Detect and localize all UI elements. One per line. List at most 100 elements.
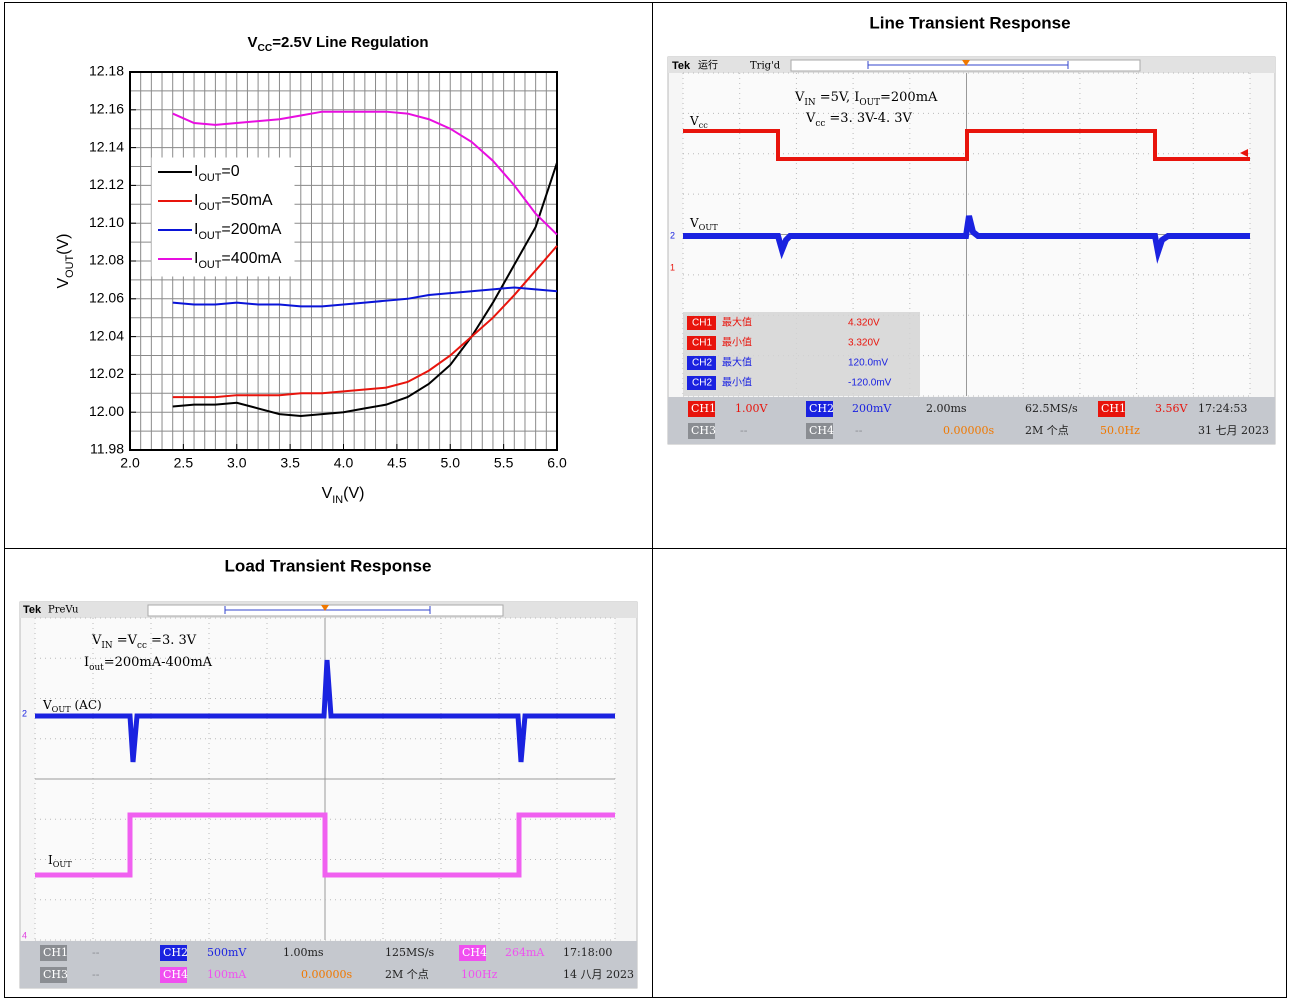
meas-name: 最小值 — [722, 336, 752, 349]
status-item: CH1 — [691, 402, 716, 415]
scope-note-part: IN — [804, 98, 815, 108]
status-item: -- — [92, 946, 100, 959]
scope-note-part: =V — [113, 633, 138, 648]
scope-note-part: cc — [137, 641, 147, 651]
status-item: CH2 — [809, 402, 834, 415]
channel-marker: 4 — [22, 930, 27, 940]
trace-label-part: V — [689, 114, 699, 128]
y-tick-label: 12.18 — [89, 63, 124, 79]
x-tick-label: 5.0 — [441, 455, 461, 471]
y-tick-label: 12.16 — [89, 101, 124, 117]
status-item: CH3 — [691, 424, 716, 437]
scope-note-part: =3. 3V — [147, 633, 197, 648]
channel-marker: 2 — [670, 230, 675, 240]
scope-brand: Tek — [23, 604, 42, 616]
y-tick-label: 12.10 — [89, 214, 124, 230]
panel-title: Line Transient Response — [869, 13, 1070, 32]
meas-channel: CH1 — [692, 338, 712, 349]
trace-label-part: V — [689, 216, 699, 230]
status-item: CH4 — [462, 946, 487, 959]
scope-note-part: =200mA — [880, 90, 938, 105]
status-item: CH2 — [163, 946, 188, 959]
x-tick-label: 3.5 — [280, 455, 300, 471]
trace-label-part: OUT — [52, 704, 72, 714]
x-axis-label-part: V — [322, 485, 333, 502]
x-axis-label-part: IN — [332, 494, 343, 506]
status-item: CH1 — [1101, 402, 1126, 415]
scope-note-part: V — [794, 90, 805, 105]
legend-label-part: OUT — [198, 259, 221, 271]
x-axis-label-part: (V) — [343, 485, 364, 502]
scope-mode: PreVu — [48, 605, 79, 616]
status-item: 264mA — [505, 946, 545, 959]
meas-value: 3.320V — [848, 338, 880, 349]
status-item: 0.00000s — [943, 424, 994, 437]
status-item: 0.00000s — [301, 968, 352, 981]
status-item: 1.00ms — [283, 946, 324, 959]
legend-label-part: =0 — [221, 163, 239, 180]
scope-note-part: =200mA-400mA — [104, 655, 213, 670]
status-item: 2.00ms — [926, 402, 967, 415]
trace-label-part: cc — [699, 120, 709, 130]
status-item: CH1 — [43, 946, 68, 959]
status-item: CH3 — [43, 968, 68, 981]
y-tick-label: 12.12 — [89, 176, 124, 192]
x-tick-label: 6.0 — [547, 455, 567, 471]
trace-label-part: OUT — [699, 222, 719, 232]
x-tick-label: 4.5 — [387, 455, 407, 471]
legend-label-part: =400mA — [221, 250, 281, 267]
status-item: 100mA — [207, 968, 247, 981]
chart-title: VCC=2.5V Line Regulation — [247, 34, 428, 54]
channel-marker: 1 — [670, 262, 675, 272]
scope-brand: Tek — [672, 60, 691, 72]
chart-title-part: V — [247, 34, 257, 51]
status-item: 14 八月 2023 — [563, 968, 634, 981]
scope-note-part: out — [89, 663, 104, 673]
status-item: -- — [855, 424, 863, 437]
y-tick-label: 12.04 — [89, 327, 124, 343]
y-tick-label: 12.14 — [89, 138, 124, 154]
chart-title-part: =2.5V Line Regulation — [272, 34, 428, 51]
trace-label-part: V — [42, 698, 52, 712]
status-item: CH4 — [163, 968, 188, 981]
y-tick-label: 12.08 — [89, 252, 124, 268]
trace-label-part: OUT — [53, 859, 73, 869]
legend-label-part: =200mA — [221, 221, 281, 238]
status-item: -- — [92, 968, 100, 981]
scope-note-part: =5V, I — [816, 90, 860, 105]
legend-label-part: OUT — [198, 201, 221, 213]
scope-note-part: cc — [815, 119, 825, 129]
meas-channel: CH2 — [692, 358, 712, 369]
channel-marker: 2 — [22, 708, 27, 718]
x-tick-label: 5.5 — [494, 455, 514, 471]
status-item: 200mV — [852, 402, 892, 415]
y-tick-label: 11.98 — [90, 441, 124, 457]
scope-note-part: =3. 3V-4. 3V — [825, 111, 912, 126]
status-item: 1.00V — [735, 402, 768, 415]
legend-label-part: =50mA — [221, 192, 272, 209]
meas-value: 120.0mV — [848, 358, 888, 369]
status-item: 500mV — [207, 946, 247, 959]
status-item: 50.0Hz — [1100, 424, 1140, 437]
y-tick-label: 12.06 — [89, 290, 124, 306]
legend-label-part: OUT — [198, 172, 221, 184]
status-item: 17:18:00 — [563, 946, 612, 959]
status-item: 100Hz — [461, 968, 498, 981]
x-tick-label: 3.0 — [227, 455, 247, 471]
x-tick-label: 2.5 — [174, 455, 194, 471]
x-axis-label: VIN(V) — [322, 485, 365, 506]
scope-note-part: OUT — [859, 98, 880, 108]
status-item: 31 七月 2023 — [1198, 424, 1269, 437]
scope-note-part: V — [805, 111, 816, 126]
meas-value: -120.0mV — [848, 378, 892, 389]
scope-note-part: IN — [101, 641, 112, 651]
status-item: 2M 个点 — [1025, 424, 1069, 437]
meas-name: 最小值 — [722, 376, 752, 389]
legend-label-part: OUT — [198, 230, 221, 242]
scope-note-part: V — [91, 633, 102, 648]
meas-name: 最大值 — [722, 316, 752, 329]
y-axis-label-part: OUT — [64, 255, 76, 278]
x-tick-label: 4.0 — [334, 455, 354, 471]
scope-trigger: Trig'd — [750, 61, 781, 72]
